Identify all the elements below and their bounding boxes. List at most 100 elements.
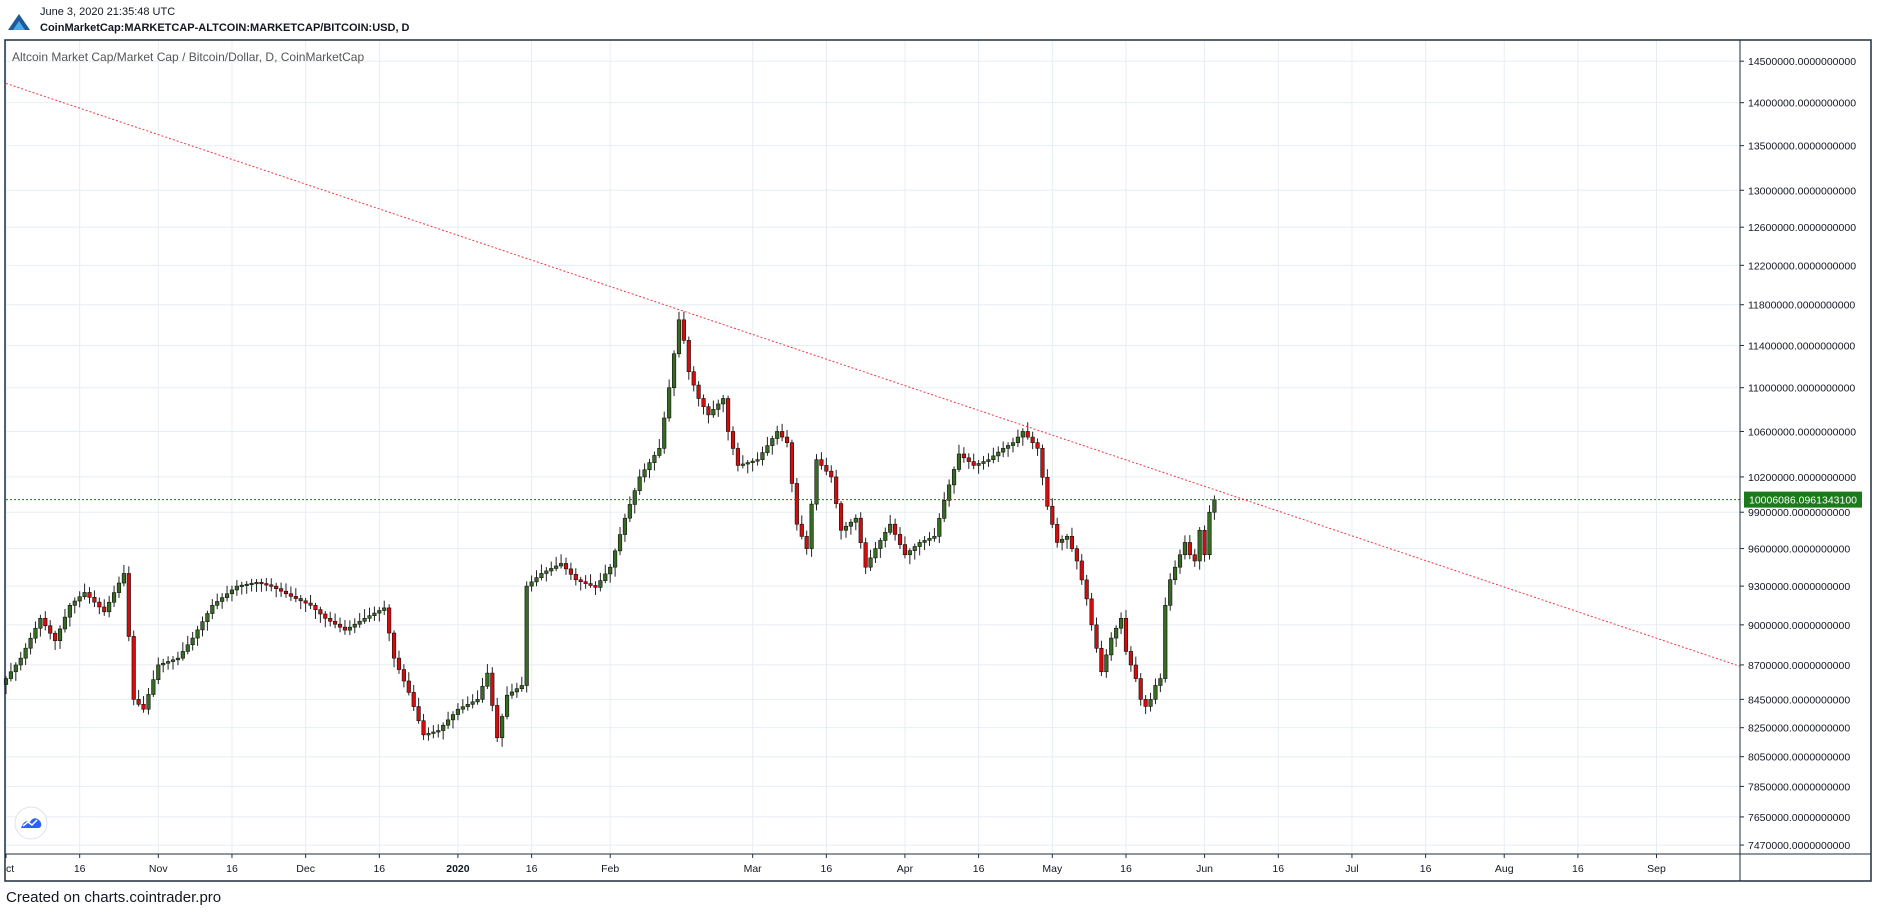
candle-body: [1045, 476, 1050, 507]
candle-body: [1094, 624, 1099, 649]
candle-body: [829, 470, 834, 478]
candle-body: [681, 319, 686, 341]
candle-body: [470, 701, 475, 705]
time-tick-label: Jul: [1345, 863, 1358, 875]
candle-body: [750, 460, 755, 463]
time-tick-label: Mar: [744, 863, 763, 875]
candle-body: [308, 602, 313, 606]
time-tick-label: Apr: [897, 863, 914, 875]
candle-body: [760, 452, 765, 460]
time-tick-label: May: [1042, 863, 1063, 875]
last-price-badge: 10006086.0961343100: [1744, 491, 1862, 508]
candle-body: [848, 521, 853, 527]
candle-body: [234, 585, 239, 591]
candle-body: [1128, 651, 1133, 666]
candle-body: [1177, 554, 1183, 568]
time-tick-label: 16: [74, 863, 86, 875]
candle-body: [33, 627, 38, 639]
candle-body: [446, 719, 451, 726]
candle-body: [53, 632, 58, 642]
candle-body: [853, 517, 858, 523]
candle-body: [529, 581, 534, 587]
candle-body: [726, 398, 731, 432]
candle-body: [210, 605, 215, 614]
candle-body: [947, 484, 952, 501]
price-tick-label: 13500000.0000000000: [1748, 141, 1856, 153]
time-tick-label: 16: [226, 863, 238, 875]
price-axis[interactable]: 14500000.0000000000 14000000.0000000000 13…: [1740, 56, 1856, 852]
candle-body: [274, 585, 279, 589]
candle-body: [1182, 542, 1187, 556]
candle-body: [18, 657, 23, 666]
time-tick-label: Nov: [149, 863, 168, 875]
candle-body: [102, 606, 107, 613]
grid-lines: [5, 41, 1740, 853]
time-tick-label: Jun: [1196, 863, 1213, 875]
candle-body: [1192, 554, 1197, 562]
tradingview-cloud-icon[interactable]: [14, 806, 48, 840]
candle-body: [72, 600, 77, 606]
candle-body: [111, 592, 117, 603]
price-tick-label: 11800000.0000000000: [1748, 300, 1855, 312]
candle-body: [824, 465, 829, 472]
price-tick-label: 7850000.0000000000: [1748, 781, 1850, 793]
candle-body: [431, 731, 436, 734]
candle-body: [937, 518, 942, 537]
candles-layer: [3, 311, 1217, 747]
candle-body: [716, 403, 721, 410]
candle-body: [490, 672, 495, 706]
candle-body: [559, 563, 564, 567]
candle-body: [136, 699, 141, 705]
candle-body: [121, 573, 126, 584]
time-tick-label: Dec: [296, 863, 315, 875]
candle-body: [195, 629, 200, 639]
candle-body: [455, 708, 460, 715]
candle-body: [328, 618, 333, 622]
time-axis[interactable]: ct 16 Nov 16 Dec 16 2020 16 Feb Mar 16 Apr 16 May 16 Ju…: [5, 854, 1666, 875]
candle-body: [337, 623, 343, 628]
candle-body: [293, 596, 298, 599]
candle-body: [224, 593, 230, 598]
candle-body: [691, 371, 696, 386]
candle-body: [131, 636, 136, 700]
candle-body: [23, 647, 28, 659]
price-tick-label: 10600000.0000000000: [1748, 426, 1856, 438]
candle-body: [902, 544, 907, 556]
candle-body: [401, 669, 406, 682]
candle-body: [613, 550, 618, 568]
candle-body: [799, 523, 804, 537]
candle-body: [858, 517, 863, 543]
candle-body: [220, 597, 225, 602]
price-tick-label: 14000000.0000000000: [1748, 98, 1856, 110]
candle-body: [883, 532, 888, 541]
candle-body: [524, 585, 529, 686]
candle-body: [146, 694, 151, 710]
candle-body: [1015, 436, 1020, 443]
candle-body: [1055, 524, 1060, 543]
price-tick-label: 10200000.0000000000: [1748, 472, 1856, 484]
candle-body: [583, 581, 588, 584]
candle-body: [888, 523, 893, 533]
candle-body: [1114, 627, 1119, 639]
candle-body: [1212, 499, 1217, 513]
candle-body: [13, 664, 18, 673]
candle-body: [377, 610, 382, 614]
candle-body: [730, 431, 736, 449]
candle-body: [116, 582, 122, 593]
candle-body: [804, 536, 809, 549]
candle-body: [126, 573, 131, 637]
candle-body: [1143, 699, 1148, 707]
candle-body: [313, 605, 318, 610]
candle-body: [362, 618, 367, 622]
candle-body: [416, 706, 421, 722]
candle-body: [485, 672, 490, 687]
candle-body: [1064, 536, 1070, 540]
candle-body: [500, 716, 505, 739]
downtrend-line[interactable]: [5, 82, 1741, 667]
candle-body: [396, 657, 402, 670]
footer-credit: Created on charts.cointrader.pro: [6, 889, 222, 906]
time-tick-label: 16: [1272, 863, 1284, 875]
candle-body: [1104, 654, 1109, 673]
candle-body: [893, 523, 898, 535]
